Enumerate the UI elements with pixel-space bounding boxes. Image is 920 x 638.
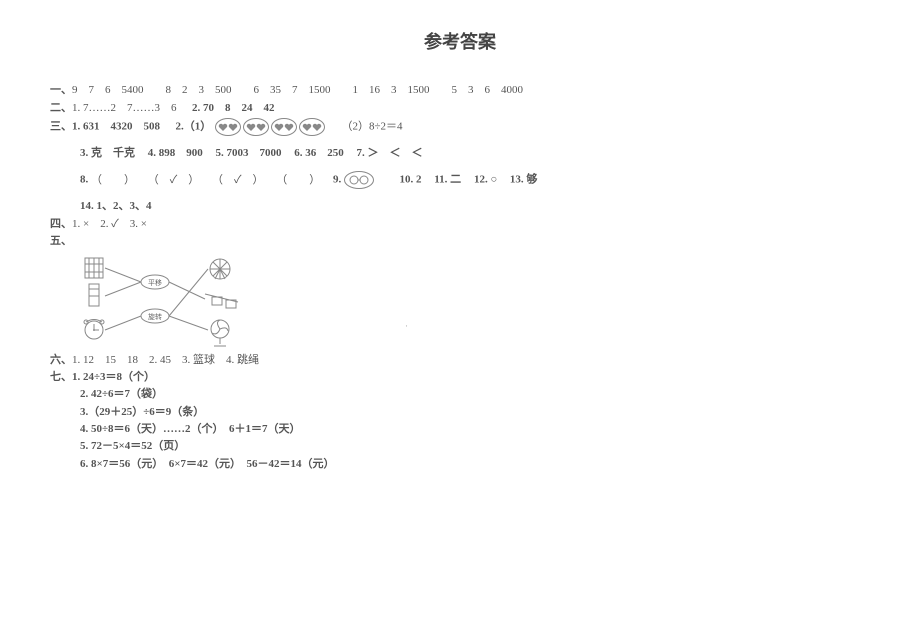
q1-text: 9 7 6 5400 8 2 3 500 6 35 7 1500 1 16 3 …: [72, 84, 523, 96]
heart-group: [243, 118, 269, 136]
q3-label: 三、: [50, 121, 72, 133]
section-3-row3: 8. （ ） （ ✓ ） （ ✓ ） （ ） 9. 10. 2 11. 二 12…: [50, 171, 870, 189]
glasses-icon: [344, 171, 374, 189]
q7-label: 七、: [50, 371, 72, 383]
paren-check: （ ✓ ）: [212, 173, 264, 188]
section-3-row2: 3. 克 千克 4. 898 900 5. 7003 7000 6. 36 25…: [50, 146, 870, 161]
svg-text:旋转: 旋转: [148, 312, 162, 321]
section-6: 六、1. 12 15 18 2. 45 3. 篮球 4. 跳绳: [50, 353, 870, 368]
section-4: 四、1. × 2. ✓ 3. ×: [50, 217, 870, 232]
q4-label: 四、: [50, 218, 72, 230]
page-title: 参考答案: [50, 30, 870, 55]
q7-p3: 3.（29＋25）÷6＝9（条）: [80, 406, 204, 418]
section-7-row5: 5. 72－5×4＝52（页）: [50, 439, 870, 454]
hearts-groups: [214, 118, 326, 136]
section-3-row4: 14. 1、2、3、4: [50, 199, 870, 214]
q7-p6: 6. 8×7＝56（元） 6×7＝42（元） 56－42＝14（元）: [80, 458, 335, 470]
q6-text: 1. 12 15 18 2. 45 3. 篮球 4. 跳绳: [72, 354, 259, 366]
heart-group: [215, 118, 241, 136]
section-7-row4: 4. 50÷8＝6（天）……2（个） 6＋1＝7（天）: [50, 422, 870, 437]
q3-p12: 12. ○: [474, 174, 497, 186]
q2-p2: 2. 70 8 24 42: [192, 102, 275, 114]
section-2: 二、1. 7……2 7……3 6 2. 70 8 24 42: [50, 101, 870, 116]
q7-p2: 2. 42÷6＝7（袋）: [80, 388, 163, 400]
q3-p9-label: 9.: [333, 174, 341, 186]
paren-check: （ ✓ ）: [148, 173, 200, 188]
heart-group: [299, 118, 325, 136]
q7-p1: 1. 24÷3＝8（个）: [72, 371, 155, 383]
q3-p2b: （2）8÷2＝4: [342, 121, 403, 133]
q3-p14: 14. 1、2、3、4: [80, 200, 152, 212]
q3-p6: 6. 36 250: [294, 147, 344, 159]
heart-icon: [256, 122, 266, 132]
section-3-row1: 三、1. 631 4320 508 2.（1） （2）8÷2＝4: [50, 118, 870, 136]
q3-p10: 10. 2: [400, 174, 422, 186]
heart-icon: [312, 122, 322, 132]
heart-icon: [246, 122, 256, 132]
q3-p1: 1. 631 4320 508: [72, 121, 160, 133]
q1-label: 一、: [50, 84, 72, 96]
heart-icon: [284, 122, 294, 132]
q3-p8-label: 8.: [80, 174, 88, 186]
matching-diagram: 平移 旋转: [80, 254, 250, 349]
paren-blank: （ ）: [91, 173, 135, 188]
q4-text: 1. × 2. ✓ 3. ×: [72, 218, 147, 230]
section-7-row1: 七、1. 24÷3＝8（个）: [50, 370, 870, 385]
q3-p2a: 2.（1）: [176, 121, 212, 133]
q2-p1: 1. 7……2 7……3 6: [72, 102, 177, 114]
heart-group: [271, 118, 297, 136]
q3-p3: 3. 克 千克: [80, 147, 135, 159]
paren-blank: （ ）: [276, 173, 320, 188]
q3-p5: 5. 7003 7000: [216, 147, 282, 159]
section-1: 一、9 7 6 5400 8 2 3 500 6 35 7 1500 1 16 …: [50, 83, 870, 98]
q2-label: 二、: [50, 102, 72, 114]
q3-p4: 4. 898 900: [148, 147, 203, 159]
answer-page: 参考答案 一、9 7 6 5400 8 2 3 500 6 35 7 1500 …: [0, 0, 920, 472]
q7-p4: 4. 50÷8＝6（天）……2（个） 6＋1＝7（天）: [80, 423, 301, 435]
q3-p13: 13. 够: [510, 174, 538, 186]
q5-label: 五、: [50, 235, 72, 247]
section-5-label: 五、: [50, 234, 870, 249]
center-dot: ·: [405, 320, 408, 333]
heart-icon: [302, 122, 312, 132]
q3-p11: 11. 二: [434, 174, 461, 186]
heart-icon: [274, 122, 284, 132]
section-7-row6: 6. 8×7＝56（元） 6×7＝42（元） 56－42＝14（元）: [50, 457, 870, 472]
heart-icon: [228, 122, 238, 132]
section-7-row2: 2. 42÷6＝7（袋）: [50, 387, 870, 402]
q3-p7: 7. ＞ ＜ ＜: [357, 147, 423, 159]
svg-text:平移: 平移: [148, 278, 162, 287]
heart-icon: [218, 122, 228, 132]
q6-label: 六、: [50, 354, 72, 366]
section-7-row3: 3.（29＋25）÷6＝9（条）: [50, 405, 870, 420]
q7-p5: 5. 72－5×4＝52（页）: [80, 440, 185, 452]
